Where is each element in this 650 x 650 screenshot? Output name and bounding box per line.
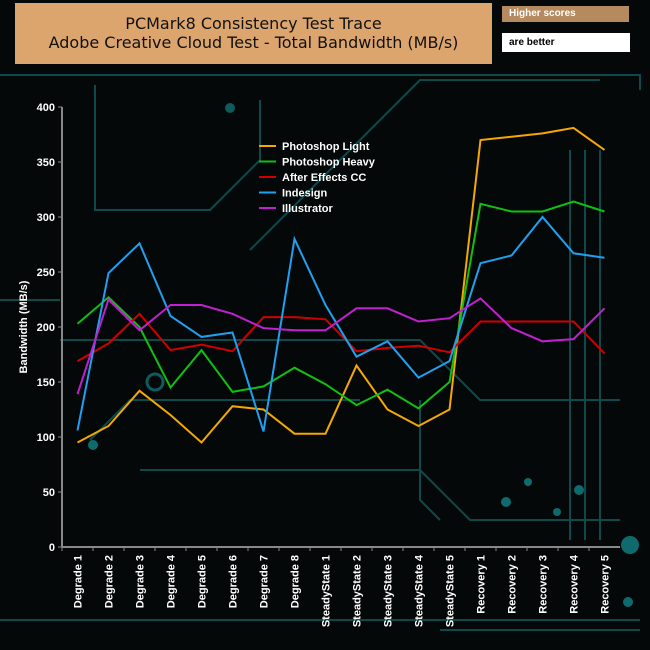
legend-label: Indesign bbox=[282, 188, 328, 200]
chart-title-box: PCMark8 Consistency Test Trace Adobe Cre… bbox=[15, 3, 492, 64]
y-tick-label: 100 bbox=[37, 432, 55, 444]
y-tick-label: 50 bbox=[43, 487, 55, 499]
x-tick-label: Degrade 8 bbox=[290, 555, 302, 608]
x-tick-label: Degrade 2 bbox=[104, 555, 116, 608]
series-line-illustrator bbox=[76, 297, 606, 395]
series-line-indesign bbox=[76, 215, 605, 432]
y-tick-label: 350 bbox=[37, 157, 55, 169]
are-better-badge: are better bbox=[502, 33, 630, 52]
legend-label: Illustrator bbox=[282, 203, 333, 215]
legend-label: Photoshop Light bbox=[282, 141, 370, 153]
x-tick-label: SteadyState 5 bbox=[445, 555, 457, 627]
y-tick-label: 200 bbox=[37, 322, 55, 334]
y-tick-label: 400 bbox=[37, 102, 55, 114]
x-tick-label: SteadyState 1 bbox=[321, 555, 333, 627]
higher-scores-badge: Higher scores bbox=[502, 6, 629, 22]
x-tick-label: Recovery 3 bbox=[538, 555, 550, 614]
chart-title-line2: Adobe Creative Cloud Test - Total Bandwi… bbox=[48, 33, 459, 52]
x-tick-label: Degrade 7 bbox=[259, 555, 271, 608]
legend-label: After Effects CC bbox=[282, 172, 366, 184]
x-tick-label: Degrade 6 bbox=[228, 555, 240, 608]
x-tick-label: Recovery 2 bbox=[507, 555, 519, 614]
series-line-photoshop-light bbox=[77, 126, 606, 444]
x-tick-label: Recovery 1 bbox=[476, 555, 488, 614]
x-tick-label: Degrade 5 bbox=[197, 555, 209, 608]
x-tick-label: SteadyState 4 bbox=[414, 554, 426, 627]
series-line-after-effects-cc bbox=[77, 312, 606, 362]
x-tick-label: Degrade 3 bbox=[135, 555, 147, 608]
x-tick-label: Recovery 5 bbox=[600, 555, 612, 614]
y-axis-label: Bandwidth (MB/s) bbox=[18, 280, 30, 373]
x-tick-label: SteadyState 3 bbox=[383, 555, 395, 627]
x-tick-label: Degrade 4 bbox=[166, 554, 178, 608]
x-tick-label: SteadyState 2 bbox=[352, 555, 364, 627]
chart-title-line1: PCMark8 Consistency Test Trace bbox=[125, 14, 382, 33]
y-tick-label: 300 bbox=[37, 212, 55, 224]
y-tick-label: 150 bbox=[37, 377, 55, 389]
x-tick-label: Degrade 1 bbox=[73, 555, 85, 608]
y-tick-label: 250 bbox=[37, 267, 55, 279]
series-line-photoshop-heavy bbox=[76, 200, 605, 410]
x-tick-label: Recovery 4 bbox=[569, 554, 581, 614]
y-tick-label: 0 bbox=[49, 542, 55, 554]
legend-label: Photoshop Heavy bbox=[282, 157, 376, 169]
